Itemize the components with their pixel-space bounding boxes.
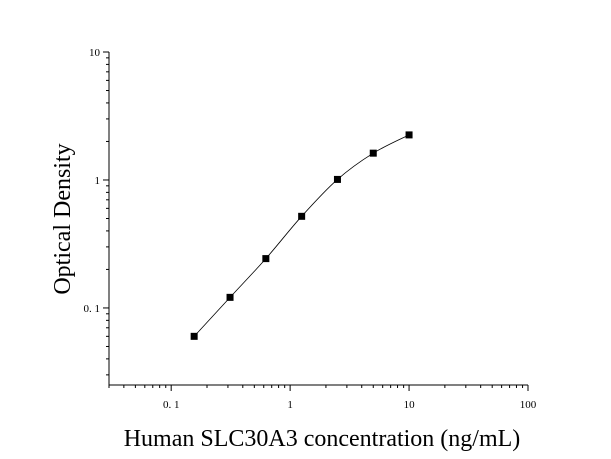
x-tick-label: 10: [404, 399, 416, 411]
data-points: [190, 131, 413, 340]
x-tick-label: 100: [520, 399, 537, 411]
y-tick-label: 1: [95, 175, 101, 187]
fit-curve: [193, 134, 410, 337]
data-point: [333, 175, 341, 183]
x-tick-label: 1: [287, 399, 293, 411]
y-axis-title: Optical Density: [50, 143, 76, 294]
data-point: [298, 212, 306, 220]
data-point: [262, 255, 270, 263]
x-tick-label: 0. 1: [163, 399, 180, 411]
y-tick-label: 0. 1: [84, 303, 101, 315]
x-axis-ticks: 0. 1 1 10 100: [108, 385, 537, 411]
y-tick-label: 10: [89, 47, 101, 59]
data-point: [405, 131, 413, 139]
data-point: [369, 149, 377, 157]
x-axis-title: Human SLC30A3 concentration (ng/mL): [124, 426, 521, 452]
data-point: [190, 332, 198, 340]
data-point: [226, 293, 234, 301]
axes: 0. 1 1 10 100 0. 1 1 10: [84, 47, 537, 411]
y-axis-ticks: 0. 1 1 10: [84, 47, 109, 376]
